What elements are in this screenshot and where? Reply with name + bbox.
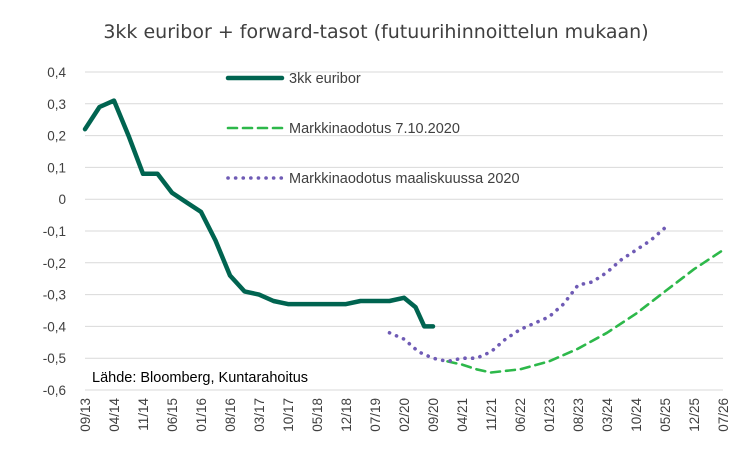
x-tick-label: 04/21 [455,398,470,432]
x-tick-label: 08/23 [571,398,586,432]
y-tick-label: 0,4 [47,65,66,80]
y-tick-label: -0,5 [43,351,66,366]
x-tick-label: 06/22 [513,398,528,432]
x-tick-label: 09/20 [426,398,441,432]
series-lines [82,98,725,374]
x-tick-label: 05/25 [658,398,673,432]
y-tick-label: -0,4 [43,319,67,334]
y-tick-label: -0,6 [43,383,66,398]
y-tick-label: -0,3 [43,288,66,303]
series-line-solid [82,98,436,329]
x-tick-label: 01/23 [542,398,557,432]
x-tick-label: 06/15 [165,398,180,432]
legend-label: 3kk euribor [289,71,361,87]
x-tick-label: 01/16 [194,398,209,432]
series-line-dashed [446,248,725,374]
x-tick-label: 07/26 [716,398,731,432]
x-tick-label: 05/18 [310,398,325,432]
y-tick-label: 0,3 [47,97,66,112]
legend-label: Markkinaodotus 7.10.2020 [289,121,460,137]
x-tick-label: 10/24 [629,398,644,432]
y-tick-label: -0,1 [43,224,66,239]
x-tick-label: 04/14 [107,398,122,432]
y-tick-label: 0 [58,192,66,207]
x-tick-label: 10/17 [281,398,296,432]
legend: 3kk euribor Markkinaodotus 7.10.2020 Markk… [225,71,520,187]
x-tick-label: 12/25 [687,398,702,432]
source-note: Lähde: Bloomberg, Kuntarahoitus [92,370,308,386]
x-tick-label: 07/19 [368,398,383,432]
y-axis: 0,4 0,3 0,2 0,1 0 -0,1 -0,2 -0,3 -0,4 -0,5 -0,6 [43,65,67,398]
x-tick-label: 11/21 [484,398,499,431]
series-line-dotted [387,226,667,364]
x-axis: 09/13 04/14 11/14 06/15 01/16 08/16 03/17 10/17… [78,398,731,432]
y-tick-label: -0,2 [43,256,66,271]
legend-label: Markkinaodotus maaliskuussa 2020 [289,171,520,187]
y-tick-label: 0,2 [47,129,66,144]
x-tick-label: 11/14 [136,398,151,431]
x-tick-label: 12/18 [339,398,354,432]
chart-title: 3kk euribor + forward-tasot (futuurihinn… [103,21,648,43]
x-tick-label: 08/16 [223,398,238,432]
x-tick-label: 03/17 [252,398,267,432]
y-tick-label: 0,1 [47,160,66,175]
x-tick-label: 09/13 [78,398,93,432]
x-tick-label: 03/24 [600,398,615,432]
gridlines [85,71,723,391]
x-tick-label: 02/20 [397,398,412,432]
